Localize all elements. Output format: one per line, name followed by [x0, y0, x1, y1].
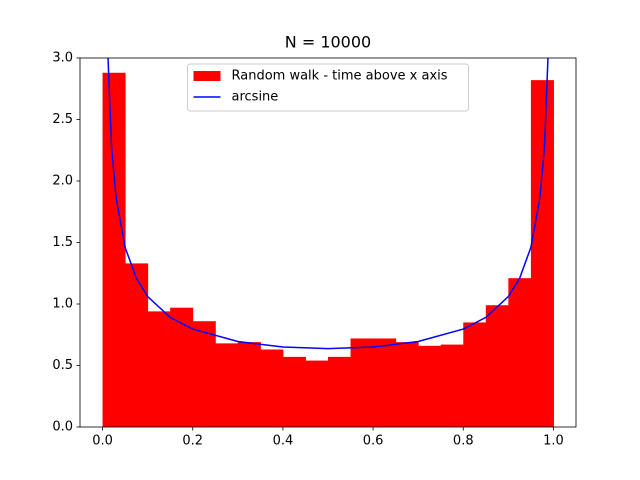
bar [170, 307, 194, 427]
bar [192, 321, 216, 427]
bar [215, 343, 239, 427]
bar [530, 80, 554, 427]
y-tick-label: 2.0 [52, 174, 73, 189]
y-tick-label: 0.5 [52, 358, 73, 373]
chart-title: N = 10000 [285, 33, 371, 52]
y-tick-label: 2.5 [52, 112, 73, 127]
y-tick-label: 1.0 [52, 297, 73, 312]
bar [395, 342, 419, 427]
legend-label: Random walk - time above x axis [232, 69, 448, 84]
x-tick-label: 0.2 [182, 434, 203, 449]
line [107, 58, 549, 350]
x-tick-label: 0.6 [363, 434, 384, 449]
x-tick-label: 0.0 [92, 434, 113, 449]
y-tick-label: 0.0 [52, 420, 73, 435]
x-tick-label: 0.4 [273, 434, 294, 449]
bar [260, 349, 284, 427]
bar [282, 356, 306, 427]
bar [350, 338, 374, 427]
y-tick-label: 3.0 [52, 51, 73, 66]
bar [418, 345, 442, 427]
legend-box [187, 63, 469, 112]
legend-swatch [193, 71, 221, 81]
bar [305, 360, 329, 427]
x-tick-label: 0.8 [453, 434, 474, 449]
bar [147, 311, 171, 427]
bar [373, 338, 397, 427]
bar [485, 305, 509, 427]
bar [102, 72, 126, 427]
bar [125, 263, 149, 427]
y-tick-label: 1.5 [52, 235, 73, 250]
bar [328, 356, 352, 427]
x-tick-label: 1.0 [543, 434, 564, 449]
bar [237, 342, 261, 427]
bar [508, 278, 532, 427]
bar [463, 322, 487, 427]
legend-label: arcsine [232, 90, 279, 105]
bar [440, 344, 464, 427]
